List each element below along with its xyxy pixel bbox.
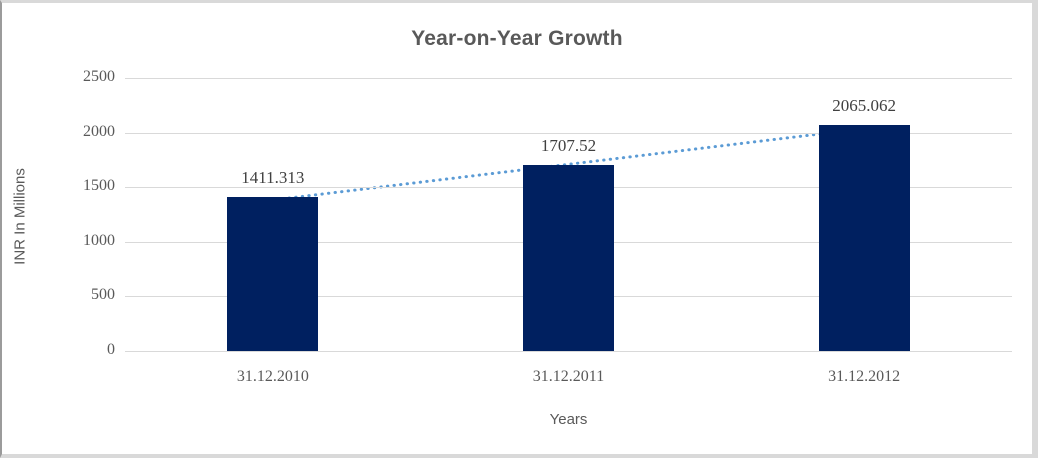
- y-tick-label: 0: [107, 341, 115, 358]
- y-tick-label: 2000: [83, 122, 115, 140]
- gridline: [125, 351, 1012, 352]
- gridline: [125, 78, 1012, 79]
- x-category-label: 31.12.2012: [828, 368, 901, 385]
- y-axis-title: INR In Millions: [11, 168, 29, 265]
- bar-31.12.2010: [227, 196, 319, 351]
- y-tick-label: 500: [91, 286, 115, 304]
- x-category-label: 31.12.2011: [532, 368, 605, 385]
- plot-area: 0 500 1000 1500 2000 2500 1411.313 31.12.2010 17…: [83, 68, 1012, 385]
- y-tick-label: 2500: [83, 68, 115, 85]
- bar-data-label: 2065.062: [832, 96, 897, 116]
- bar-31.12.2011: [523, 164, 614, 351]
- gridline: [125, 132, 1012, 134]
- x-category-label: 31.12.2010: [236, 368, 309, 385]
- bar-31.12.2012: [818, 125, 910, 351]
- chart-title: Year-on-Year Growth: [411, 27, 623, 50]
- y-tick-label: 1000: [83, 231, 115, 249]
- bar-data-label: 1707.52: [540, 135, 597, 155]
- x-axis-title: Years: [549, 411, 588, 428]
- y-tick-label: 1500: [83, 177, 115, 195]
- bar-data-label: 1411.313: [241, 167, 305, 187]
